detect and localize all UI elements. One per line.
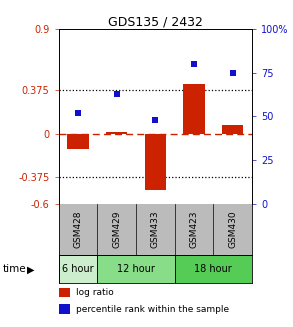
Bar xyxy=(59,287,70,297)
Text: 18 hour: 18 hour xyxy=(195,264,232,274)
Text: GSM433: GSM433 xyxy=(151,211,160,248)
Bar xyxy=(106,131,127,134)
Bar xyxy=(183,84,205,134)
Text: log ratio: log ratio xyxy=(76,288,114,297)
Text: time: time xyxy=(3,264,27,274)
Text: ▶: ▶ xyxy=(27,264,35,274)
Bar xyxy=(222,125,243,134)
Bar xyxy=(67,134,88,149)
Text: GSM430: GSM430 xyxy=(228,211,237,248)
Text: GSM429: GSM429 xyxy=(112,211,121,248)
Bar xyxy=(59,255,97,284)
Text: 12 hour: 12 hour xyxy=(117,264,155,274)
Text: percentile rank within the sample: percentile rank within the sample xyxy=(76,304,229,314)
Text: GSM423: GSM423 xyxy=(190,211,198,248)
Bar xyxy=(145,134,166,190)
Bar xyxy=(97,255,175,284)
Text: GSM428: GSM428 xyxy=(74,211,82,248)
Bar xyxy=(59,304,70,314)
Bar xyxy=(175,255,252,284)
Text: 6 hour: 6 hour xyxy=(62,264,94,274)
Title: GDS135 / 2432: GDS135 / 2432 xyxy=(108,15,203,28)
